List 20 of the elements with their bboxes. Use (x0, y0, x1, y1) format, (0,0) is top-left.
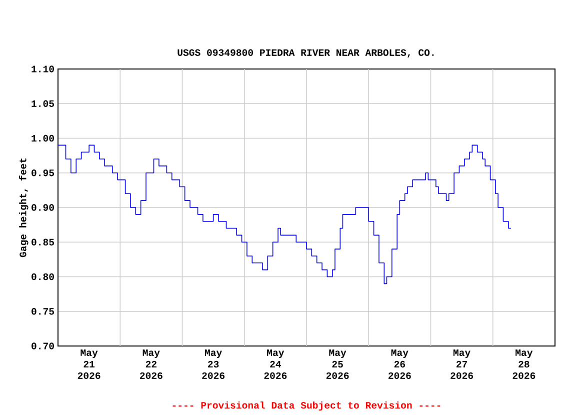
x-tick-label: May 28 2026 (512, 349, 536, 380)
y-tick-label: 0.95 (32, 170, 54, 176)
x-tick-label: May 26 2026 (388, 349, 411, 380)
y-tick-label: 0.85 (32, 238, 54, 246)
y-tick-label: 1.05 (32, 100, 54, 107)
x-tick-label: May 21 2026 (78, 349, 100, 380)
x-tick-label: May 27 2026 (450, 349, 474, 380)
chart-title: USGS 09349800 PIEDRA RIVER NEAR ARBOLES, CO. (178, 49, 434, 58)
y-axis-title: Gage height, feet (18, 158, 28, 258)
y-tick-label: 1.10 (32, 66, 54, 72)
y-tick-label: 1.00 (32, 134, 54, 142)
y-tick-label: 0.80 (32, 273, 54, 280)
x-tick-label: May 23 2026 (202, 349, 225, 380)
x-tick-label: May 24 2026 (264, 349, 287, 380)
y-tick-label: 0.70 (32, 342, 54, 350)
y-tick-label: 0.75 (32, 308, 54, 315)
y-tick-label: 0.90 (32, 204, 54, 211)
x-tick-label: May 25 2026 (326, 349, 349, 380)
x-tick-label: May 22 2026 (140, 349, 162, 380)
text: ---- Provisional Data Subject to Revision ---- (172, 401, 440, 411)
